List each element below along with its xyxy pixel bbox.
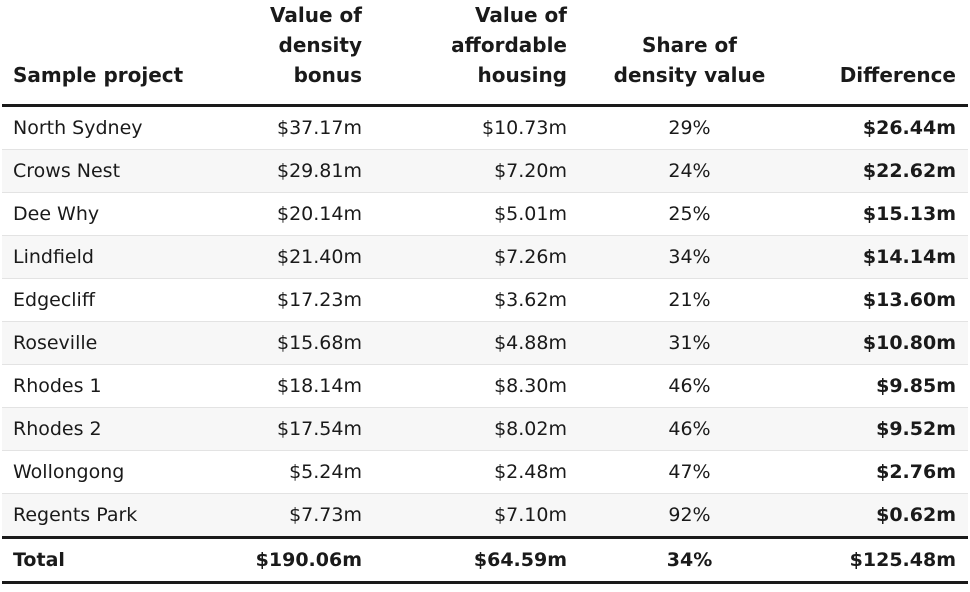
total-difference: $125.48m [802,536,968,584]
cell-project: Regents Park [2,493,217,538]
cell-difference: $14.14m [802,235,968,279]
header-share-line-1: Share of [642,33,737,57]
header-density-bonus-line-1: Value of [270,3,362,27]
table-row: Wollongong $5.24m $2.48m 47% $2.76m [2,450,968,494]
cell-difference: $13.60m [802,278,968,322]
table-row: Edgecliff $17.23m $3.62m 21% $13.60m [2,278,968,322]
cell-density-bonus: $21.40m [217,235,372,279]
cell-affordable-housing: $3.62m [372,278,577,322]
table-row: Lindfield $21.40m $7.26m 34% $14.14m [2,235,968,279]
header-density-bonus-line-2: density bonus [278,33,362,87]
header-share: Share of density value [577,0,802,107]
cell-density-bonus: $17.54m [217,407,372,451]
cell-density-bonus: $18.14m [217,364,372,408]
cell-density-bonus: $5.24m [217,450,372,494]
header-row: Sample project Value of density bonus Va… [2,0,968,107]
cell-difference: $10.80m [802,321,968,365]
table-row: North Sydney $37.17m $10.73m 29% $26.44m [2,105,968,150]
total-row: Total $190.06m $64.59m 34% $125.48m [2,536,968,584]
cell-affordable-housing: $7.10m [372,493,577,538]
header-affordable-housing-line-3: housing [477,63,567,87]
cell-affordable-housing: $8.30m [372,364,577,408]
cell-density-bonus: $29.81m [217,149,372,193]
cell-share: 21% [577,278,802,322]
table-header: Sample project Value of density bonus Va… [2,0,968,107]
cell-project: Dee Why [2,192,217,236]
cell-share: 25% [577,192,802,236]
cell-share: 34% [577,235,802,279]
cell-share: 24% [577,149,802,193]
cell-project: Rhodes 1 [2,364,217,408]
table-row: Roseville $15.68m $4.88m 31% $10.80m [2,321,968,365]
header-affordable-housing: Value of affordable housing [372,0,577,107]
cell-density-bonus: $7.73m [217,493,372,538]
cell-project: Edgecliff [2,278,217,322]
cell-affordable-housing: $7.26m [372,235,577,279]
header-sample-project: Sample project [2,0,217,107]
cell-project: Crows Nest [2,149,217,193]
cell-density-bonus: $20.14m [217,192,372,236]
header-difference: Difference [802,0,968,107]
cell-difference: $26.44m [802,105,968,150]
cell-density-bonus: $37.17m [217,105,372,150]
cell-difference: $9.52m [802,407,968,451]
cell-share: 46% [577,407,802,451]
cell-share: 92% [577,493,802,538]
cell-share: 31% [577,321,802,365]
cell-project: Wollongong [2,450,217,494]
header-affordable-housing-line-2: affordable [451,33,567,57]
cell-difference: $9.85m [802,364,968,408]
cell-affordable-housing: $5.01m [372,192,577,236]
header-density-bonus: Value of density bonus [217,0,372,107]
total-affordable-housing: $64.59m [372,536,577,584]
cell-affordable-housing: $4.88m [372,321,577,365]
cell-affordable-housing: $2.48m [372,450,577,494]
cell-project: North Sydney [2,105,217,150]
cell-affordable-housing: $8.02m [372,407,577,451]
table-footer: Total $190.06m $64.59m 34% $125.48m [2,536,968,584]
cell-share: 47% [577,450,802,494]
cell-density-bonus: $17.23m [217,278,372,322]
total-density-bonus: $190.06m [217,536,372,584]
table-row: Rhodes 1 $18.14m $8.30m 46% $9.85m [2,364,968,408]
cell-difference: $2.76m [802,450,968,494]
cell-affordable-housing: $7.20m [372,149,577,193]
cell-project: Rhodes 2 [2,407,217,451]
cell-difference: $15.13m [802,192,968,236]
cell-project: Lindfield [2,235,217,279]
cell-affordable-housing: $10.73m [372,105,577,150]
table-body: North Sydney $37.17m $10.73m 29% $26.44m… [2,105,968,538]
header-share-line-2: density value [613,63,766,87]
table-row: Rhodes 2 $17.54m $8.02m 46% $9.52m [2,407,968,451]
cell-difference: $0.62m [802,493,968,538]
table-row: Regents Park $7.73m $7.10m 92% $0.62m [2,493,968,538]
table-row: Dee Why $20.14m $5.01m 25% $15.13m [2,192,968,236]
header-sample-project-label: Sample project [13,63,184,87]
cell-density-bonus: $15.68m [217,321,372,365]
cell-share: 46% [577,364,802,408]
total-label: Total [2,536,217,584]
total-share: 34% [577,536,802,584]
cell-difference: $22.62m [802,149,968,193]
cell-project: Roseville [2,321,217,365]
cell-share: 29% [577,105,802,150]
table-row: Crows Nest $29.81m $7.20m 24% $22.62m [2,149,968,193]
header-difference-label: Difference [839,63,956,87]
header-affordable-housing-line-1: Value of [475,3,567,27]
